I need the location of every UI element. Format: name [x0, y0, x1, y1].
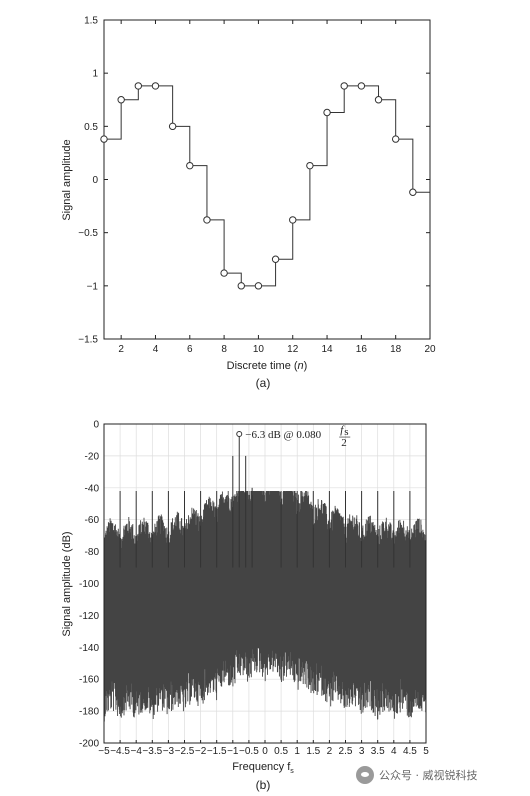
x-tick-label: 3.5 — [371, 746, 385, 757]
x-tick-label: 4 — [391, 746, 397, 757]
x-tick-label: −4 — [130, 746, 142, 757]
x-tick-label: 8 — [221, 344, 227, 355]
data-point — [409, 188, 417, 196]
y-tick-label: 1 — [92, 69, 98, 80]
x-tick-label: 1.5 — [306, 746, 320, 757]
data-point — [340, 82, 348, 90]
chart-b-annotation: −6.3 dB @ 0.080 f s2 — [236, 424, 351, 449]
chart-a-ticks: 2 4 6 8 10 12 14 16 18 20 1.5 1 0.5 0 −0.5 −1 −1.5 — [78, 16, 436, 356]
x-tick-label: −2.5 — [175, 746, 195, 757]
x-tick-label: 18 — [390, 344, 402, 355]
x-tick-label: −3 — [163, 746, 175, 757]
x-tick-label: 10 — [253, 344, 265, 355]
y-tick-label: 0 — [93, 420, 99, 431]
chart-b-xlabel: Frequency fs — [232, 761, 294, 775]
x-tick-label: −3.5 — [142, 746, 162, 757]
annotation-marker — [236, 431, 243, 438]
y-tick-label: −1 — [87, 281, 99, 292]
x-tick-label: 20 — [424, 344, 436, 355]
y-tick-label: -80 — [85, 547, 100, 558]
annotation-frac-num: f — [340, 424, 345, 436]
data-point — [254, 282, 263, 290]
chart-b-caption: (b) — [256, 778, 271, 792]
data-point — [374, 96, 383, 104]
y-tick-label: -20 — [85, 451, 100, 462]
data-point — [391, 135, 400, 143]
x-tick-label: −1.5 — [207, 746, 227, 757]
data-point — [237, 282, 245, 290]
x-tick-label: −4.5 — [110, 746, 130, 757]
wechat-channel-icon — [356, 766, 374, 784]
x-tick-label: 1 — [294, 746, 300, 757]
x-tick-label: 2.5 — [339, 746, 353, 757]
data-point — [186, 161, 194, 170]
chart-b: −5 −4.5 −4 −3.5 −3 −2.5 −2 −1.5 −1 −0.5 0 0.5 1 1.5 2 2… — [61, 420, 429, 793]
data-point — [134, 82, 143, 90]
data-point — [306, 161, 314, 170]
x-tick-label: 3 — [359, 746, 365, 757]
y-tick-label: -180 — [79, 707, 99, 718]
data-point — [151, 82, 160, 90]
watermark: 公众号 · 威视锐科技 — [356, 764, 478, 786]
chart-a-caption: (a) — [256, 376, 271, 390]
x-tick-label: 5 — [423, 746, 429, 757]
x-tick-label: 14 — [321, 344, 333, 355]
y-tick-label: -200 — [79, 739, 99, 750]
x-tick-label: −5 — [98, 746, 110, 757]
data-point — [203, 216, 211, 224]
y-tick-label: 0 — [92, 175, 98, 186]
data-point — [289, 216, 297, 224]
annotation-frac-sub: s — [344, 426, 348, 438]
y-tick-label: -40 — [85, 483, 100, 494]
data-point — [100, 135, 108, 143]
y-tick-label: −1.5 — [78, 335, 98, 346]
data-point — [168, 122, 177, 131]
chart-b-ylabel: Signal amplitude (dB) — [61, 531, 73, 636]
chart-b-ticks: −5 −4.5 −4 −3.5 −3 −2.5 −2 −1.5 −1 −0.5 0 0.5 1 1.5 2 2… — [79, 420, 429, 758]
x-tick-label: 0 — [262, 746, 268, 757]
data-point — [271, 255, 280, 263]
y-tick-label: −0.5 — [78, 228, 98, 239]
x-tick-label: 4 — [153, 344, 159, 355]
data-point — [220, 269, 228, 277]
y-tick-label: -120 — [79, 611, 99, 622]
x-tick-label: 2 — [327, 746, 333, 757]
x-tick-label: 12 — [287, 344, 299, 355]
data-point — [323, 108, 331, 117]
y-tick-label: -100 — [79, 579, 99, 590]
x-tick-label: 0.5 — [274, 746, 288, 757]
x-tick-label: −2 — [195, 746, 207, 757]
y-tick-label: -60 — [85, 515, 100, 526]
chart-a-series — [100, 82, 430, 290]
annotation-frac-den: 2 — [341, 437, 347, 449]
chart-a: 2 4 6 8 10 12 14 16 18 20 1.5 1 0.5 0 −0.5 −1 −1.5 Discr… — [61, 16, 436, 391]
y-tick-label: 1.5 — [84, 16, 98, 27]
x-tick-label: −0.5 — [239, 746, 259, 757]
x-tick-label: −1 — [227, 746, 239, 757]
data-point — [357, 82, 366, 90]
chart-b-series — [103, 434, 427, 722]
chart-a-xlabel: Discrete time (n) — [227, 360, 308, 372]
x-tick-label: 2 — [118, 344, 124, 355]
watermark-text: 公众号 · 威视锐科技 — [379, 769, 478, 782]
chart-a-ylabel: Signal amplitude — [61, 139, 73, 220]
x-tick-label: 16 — [356, 344, 368, 355]
series-step-line — [104, 85, 430, 287]
annotation-text: −6.3 dB @ 0.080 — [245, 429, 321, 441]
y-tick-label: -160 — [79, 675, 99, 686]
y-tick-label: 0.5 — [84, 122, 98, 133]
x-tick-label: 4.5 — [403, 746, 417, 757]
chart-a-frame — [103, 19, 431, 340]
x-tick-label: 6 — [187, 344, 193, 355]
data-point — [117, 96, 125, 104]
y-tick-label: -140 — [79, 643, 99, 654]
